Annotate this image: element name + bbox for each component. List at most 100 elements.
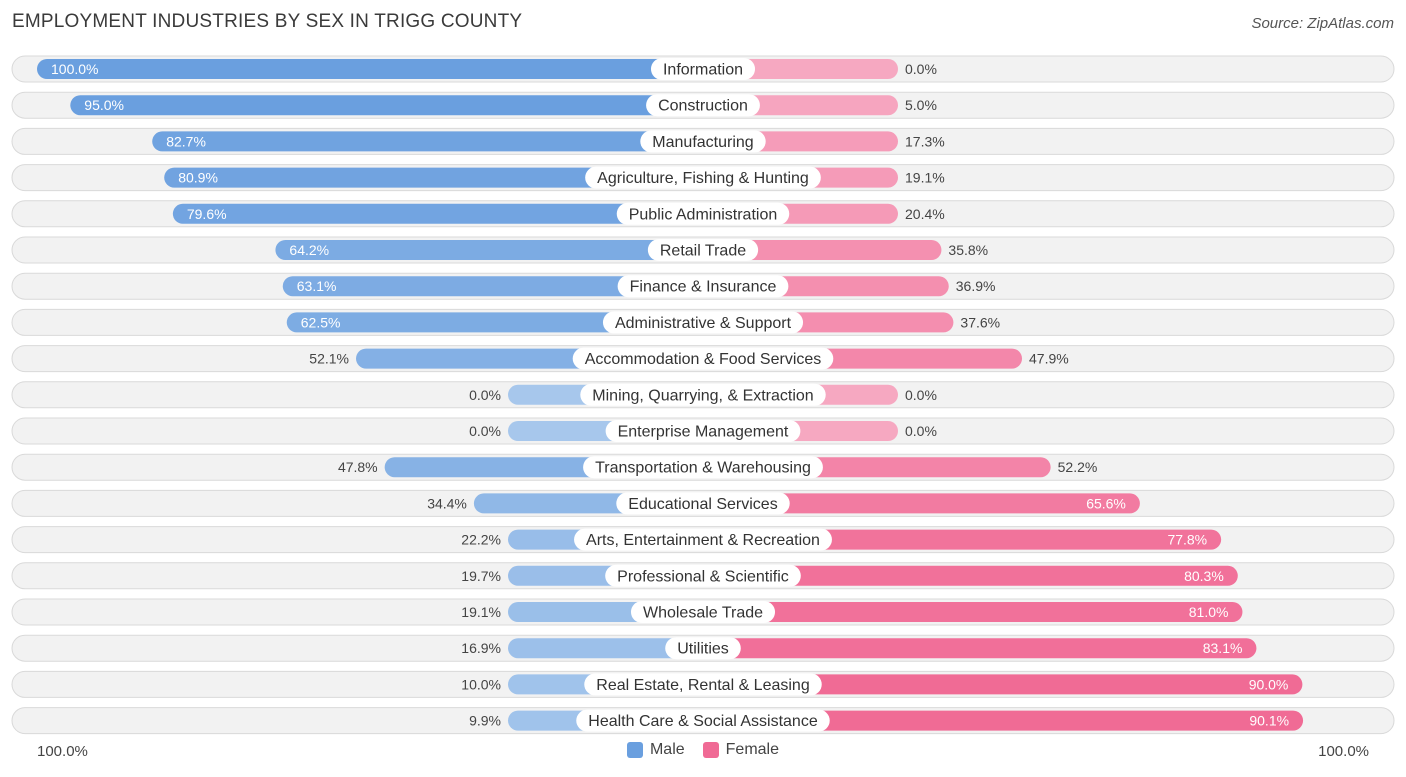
category-label-pill xyxy=(617,275,789,298)
chart-title: EMPLOYMENT INDUSTRIES BY SEX IN TRIGG CO… xyxy=(12,11,523,32)
category-label-pill xyxy=(585,166,821,189)
value-label-female: 83.1% xyxy=(1203,640,1243,656)
axis-right-label: 100.0% xyxy=(1318,743,1369,760)
bar-female xyxy=(703,529,1222,550)
chart-row[interactable]: Enterprise Management 0.0% 0.0% xyxy=(11,417,1395,445)
chart-row[interactable]: Public Administration 79.6% 20.4% xyxy=(11,200,1395,228)
chart-row[interactable]: Agriculture, Fishing & Hunting 80.9% 19.1% xyxy=(11,164,1395,192)
category-label: Utilities xyxy=(677,641,729,658)
category-label: Manufacturing xyxy=(652,134,753,151)
category-label-pill xyxy=(584,673,822,696)
category-label-pill xyxy=(605,564,801,587)
chart-row[interactable]: Health Care & Social Assistance 9.9% 90.1% xyxy=(11,707,1395,735)
chart-row[interactable]: Educational Services 34.4% 65.6% xyxy=(11,489,1395,517)
bar-male xyxy=(70,95,704,116)
value-label-female: 77.8% xyxy=(1167,532,1207,548)
category-label: Real Estate, Rental & Leasing xyxy=(596,677,809,694)
value-label-male: 100.0% xyxy=(51,61,98,77)
value-label-female: 65.6% xyxy=(1086,495,1126,511)
value-label-male: 0.0% xyxy=(469,423,501,439)
value-label-male: 80.9% xyxy=(178,170,218,186)
category-label: Agriculture, Fishing & Hunting xyxy=(597,170,809,187)
value-label-female: 0.0% xyxy=(905,61,937,77)
category-label-pill xyxy=(576,709,830,732)
category-label: Arts, Entertainment & Recreation xyxy=(586,532,820,549)
chart-row[interactable]: Transportation & Warehousing 47.8% 52.2% xyxy=(11,453,1395,481)
category-label: Administrative & Support xyxy=(615,315,792,332)
chart-row[interactable]: Information 100.0% 0.0% xyxy=(11,55,1395,83)
chart-row[interactable]: Arts, Entertainment & Recreation 22.2% 77.… xyxy=(11,526,1395,554)
value-label-male: 10.0% xyxy=(461,676,501,692)
legend-item-male[interactable]: Male xyxy=(626,741,685,759)
category-label: Wholesale Trade xyxy=(643,605,763,622)
value-label-male: 64.2% xyxy=(289,242,329,258)
bar-female xyxy=(703,638,1257,659)
category-label: Accommodation & Food Services xyxy=(585,351,822,368)
value-label-male: 79.6% xyxy=(187,206,227,222)
bar-male xyxy=(37,59,703,79)
chart-row[interactable]: Wholesale Trade 19.1% 81.0% xyxy=(11,598,1395,626)
value-label-female: 90.1% xyxy=(1249,713,1289,729)
value-label-male: 19.1% xyxy=(461,604,501,620)
chart-row[interactable]: Mining, Quarrying, & Extraction 0.0% 0.0% xyxy=(11,381,1395,409)
category-label: Finance & Insurance xyxy=(630,279,777,296)
chart-row[interactable]: Accommodation & Food Services 52.1% 47.9% xyxy=(11,345,1395,373)
bar-male xyxy=(286,312,703,333)
bar-male xyxy=(152,131,703,152)
category-label-pill xyxy=(647,239,759,261)
bar-female xyxy=(703,602,1243,622)
category-label: Public Administration xyxy=(629,206,778,223)
bar-male xyxy=(164,167,703,188)
value-label-male: 47.8% xyxy=(338,459,378,475)
category-label-pill xyxy=(665,637,741,660)
chart-row[interactable]: Manufacturing 82.7% 17.3% xyxy=(11,127,1395,155)
chart-row[interactable]: Utilities 16.9% 83.1% xyxy=(11,634,1395,662)
value-label-female: 35.8% xyxy=(948,242,988,258)
category-label-pill xyxy=(572,347,834,370)
bar-female xyxy=(703,710,1304,731)
value-label-male: 63.1% xyxy=(297,278,337,294)
bar-male xyxy=(282,276,703,297)
category-label-pill xyxy=(630,601,776,623)
value-label-female: 52.2% xyxy=(1058,459,1098,475)
value-label-female: 0.0% xyxy=(905,387,937,403)
chart-row[interactable]: Finance & Insurance 63.1% 36.9% xyxy=(11,272,1395,300)
category-label-pill xyxy=(650,58,756,80)
category-label: Construction xyxy=(658,98,748,115)
category-label-pill xyxy=(574,528,832,551)
chart-area: Information 100.0% 0.0% Construction 95.0% 5.… xyxy=(11,55,1395,735)
legend: Male Female xyxy=(0,741,1406,759)
value-label-male: 82.7% xyxy=(166,133,206,149)
source-credit: Source: ZipAtlas.com xyxy=(1251,15,1394,32)
value-label-male: 16.9% xyxy=(461,640,501,656)
value-label-female: 80.3% xyxy=(1184,568,1224,584)
category-label: Mining, Quarrying, & Extraction xyxy=(592,387,813,404)
category-label: Health Care & Social Assistance xyxy=(588,713,818,730)
value-label-female: 19.1% xyxy=(905,170,945,186)
category-label: Transportation & Warehousing xyxy=(595,460,811,477)
legend-label-male: Male xyxy=(649,741,685,758)
legend-swatch-male xyxy=(626,742,643,758)
category-label: Enterprise Management xyxy=(618,424,789,441)
bar-female xyxy=(703,674,1303,695)
legend-item-female[interactable]: Female xyxy=(702,741,780,759)
category-label-pill xyxy=(646,94,760,117)
value-label-male: 0.0% xyxy=(469,387,501,403)
value-label-female: 17.3% xyxy=(905,133,945,149)
value-label-female: 47.9% xyxy=(1029,351,1069,367)
chart-row[interactable]: Construction 95.0% 5.0% xyxy=(11,91,1395,119)
value-label-female: 0.0% xyxy=(905,423,937,439)
category-label-pill xyxy=(640,130,766,153)
category-label-pill xyxy=(580,383,826,406)
category-label-pill xyxy=(602,311,804,334)
chart-row[interactable]: Administrative & Support 62.5% 37.6% xyxy=(11,308,1395,336)
chart-row[interactable]: Professional & Scientific 19.7% 80.3% xyxy=(11,562,1395,590)
value-label-female: 20.4% xyxy=(905,206,945,222)
value-label-male: 95.0% xyxy=(84,97,124,113)
legend-label-female: Female xyxy=(725,741,780,758)
value-label-male: 52.1% xyxy=(309,351,349,367)
value-label-male: 62.5% xyxy=(301,314,341,330)
chart-row[interactable]: Retail Trade 64.2% 35.8% xyxy=(11,236,1395,264)
chart-row[interactable]: Real Estate, Rental & Leasing 10.0% 90.0% xyxy=(11,670,1395,698)
category-label: Professional & Scientific xyxy=(617,568,789,585)
